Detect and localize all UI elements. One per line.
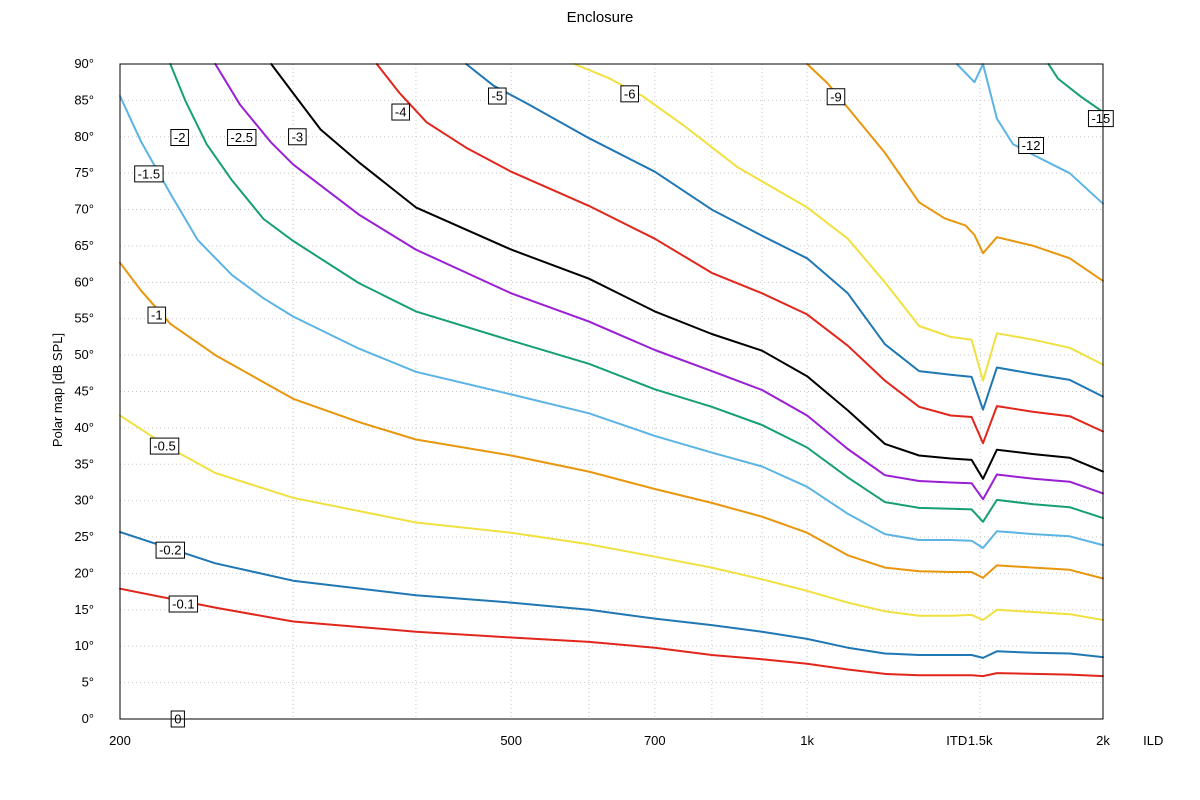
contour-line-15 <box>1047 63 1104 113</box>
contour-label-3: -3 <box>288 128 307 146</box>
contour-label-box <box>1018 137 1044 155</box>
x-tick-label-2000: 2k <box>1096 733 1110 748</box>
contour-line-4 <box>375 63 1104 445</box>
axis-ticks: 0° 5° 10° 15° 20° 25° 30° 35° 40° 45° 50° 55° 60° 65°… <box>74 56 1163 748</box>
y-tick-label-80: 80° <box>74 129 94 144</box>
contour-label-text: -12 <box>1022 138 1041 153</box>
contour-label-box <box>168 595 199 613</box>
y-tick-label-40: 40° <box>74 420 94 435</box>
contour-labels: -0.1 -0.2 -0.5 -1 -1.5 -2 -2.5 -3 -4 -5 -6 -9 -12 -15… <box>134 85 1114 728</box>
contour-line-2 <box>169 63 1104 523</box>
contour-line-5 <box>465 63 1104 411</box>
y-tick-label-35: 35° <box>74 456 94 471</box>
contour-label-1_5: -1.5 <box>134 165 164 183</box>
contour-lines <box>119 63 1104 678</box>
contour-line-1_5 <box>119 95 1104 549</box>
y-tick-label-5: 5° <box>82 675 94 690</box>
contour-label-box <box>134 165 164 183</box>
contour-label-text: -4 <box>395 105 407 120</box>
contour-label-box <box>391 103 410 121</box>
contour-label-text: -5 <box>492 89 504 104</box>
contour-label-box <box>227 129 257 147</box>
y-tick-label-25: 25° <box>74 529 94 544</box>
contour-label-text: -9 <box>830 89 842 104</box>
x-extra-label-ILD: ILD <box>1143 733 1163 748</box>
y-tick-label-10: 10° <box>74 638 94 653</box>
y-tick-label-15: 15° <box>74 602 94 617</box>
contour-label-text: -2 <box>174 130 186 145</box>
contour-label-box <box>826 88 846 106</box>
y-tick-label-0: 0° <box>82 711 94 726</box>
contour-label-text: -0.5 <box>153 439 175 454</box>
contour-label-0_1: -0.1 <box>168 595 199 613</box>
contour-line-12 <box>955 63 1104 205</box>
contour-line-1 <box>119 261 1104 580</box>
contour-label-box <box>155 541 185 559</box>
y-tick-label-75: 75° <box>74 165 94 180</box>
y-tick-label-30: 30° <box>74 493 94 508</box>
contour-label-text: -1.5 <box>138 166 160 181</box>
contour-label-0_2: -0.2 <box>155 541 185 559</box>
contour-label-text: -0.1 <box>172 597 194 612</box>
contour-label-box <box>170 129 189 147</box>
y-tick-label-55: 55° <box>74 311 94 326</box>
chart-title: Enclosure <box>567 9 634 26</box>
contour-label-2_5: -2.5 <box>227 129 257 147</box>
contour-label-box <box>149 437 180 455</box>
contour-line-0_1 <box>119 587 1104 678</box>
plot-frame <box>119 63 1104 720</box>
contour-line-2_5 <box>214 63 1104 501</box>
y-tick-label-90: 90° <box>74 56 94 71</box>
contour-line-0_2 <box>119 531 1104 659</box>
x-tick-label-200: 200 <box>109 733 131 748</box>
contour-label-text: -1 <box>151 308 163 323</box>
contour-label-text: -6 <box>624 86 636 101</box>
contour-label-5: -5 <box>488 87 507 105</box>
y-tick-label-60: 60° <box>74 274 94 289</box>
y-tick-label-20: 20° <box>74 565 94 580</box>
contour-label-2: -2 <box>170 129 189 147</box>
contour-label-text: -0.2 <box>159 543 181 558</box>
y-tick-label-70: 70° <box>74 202 94 217</box>
contour-label-box <box>288 128 307 146</box>
y-tick-label-45: 45° <box>74 384 94 399</box>
contour-label-6: -6 <box>620 85 639 103</box>
contour-line-6 <box>573 63 1104 382</box>
contour-line-9 <box>806 63 1104 282</box>
grid-layer <box>120 64 1103 719</box>
contour-label-text: -3 <box>292 129 304 144</box>
y-axis-label: Polar map [dB SPL] <box>50 333 65 447</box>
contour-label-text: -15 <box>1091 111 1110 126</box>
contour-label-1: -1 <box>147 306 167 324</box>
x-extra-label-ITD: ITD <box>946 733 967 748</box>
contour-label-15: -15 <box>1087 110 1114 128</box>
contour-label-box <box>488 87 507 105</box>
contour-line-0_5 <box>119 414 1104 621</box>
y-tick-label-50: 50° <box>74 347 94 362</box>
x-tick-label-500: 500 <box>500 733 522 748</box>
contour-label-box <box>1087 110 1114 128</box>
x-tick-label-1000: 1k <box>800 733 814 748</box>
contour-label-4: -4 <box>391 103 410 121</box>
x-tick-label-700: 700 <box>644 733 666 748</box>
contour-label-box <box>147 306 167 324</box>
contour-label-text: -2.5 <box>231 130 253 145</box>
contour-label-9: -9 <box>826 88 846 106</box>
contour-label-box <box>620 85 639 103</box>
contour-line-3 <box>270 63 1104 480</box>
contour-label-12: -12 <box>1018 137 1044 155</box>
x-tick-label-1500: 1.5k <box>968 733 993 748</box>
y-tick-label-85: 85° <box>74 92 94 107</box>
contour-label-0_5: -0.5 <box>149 437 180 455</box>
y-tick-label-65: 65° <box>74 238 94 253</box>
